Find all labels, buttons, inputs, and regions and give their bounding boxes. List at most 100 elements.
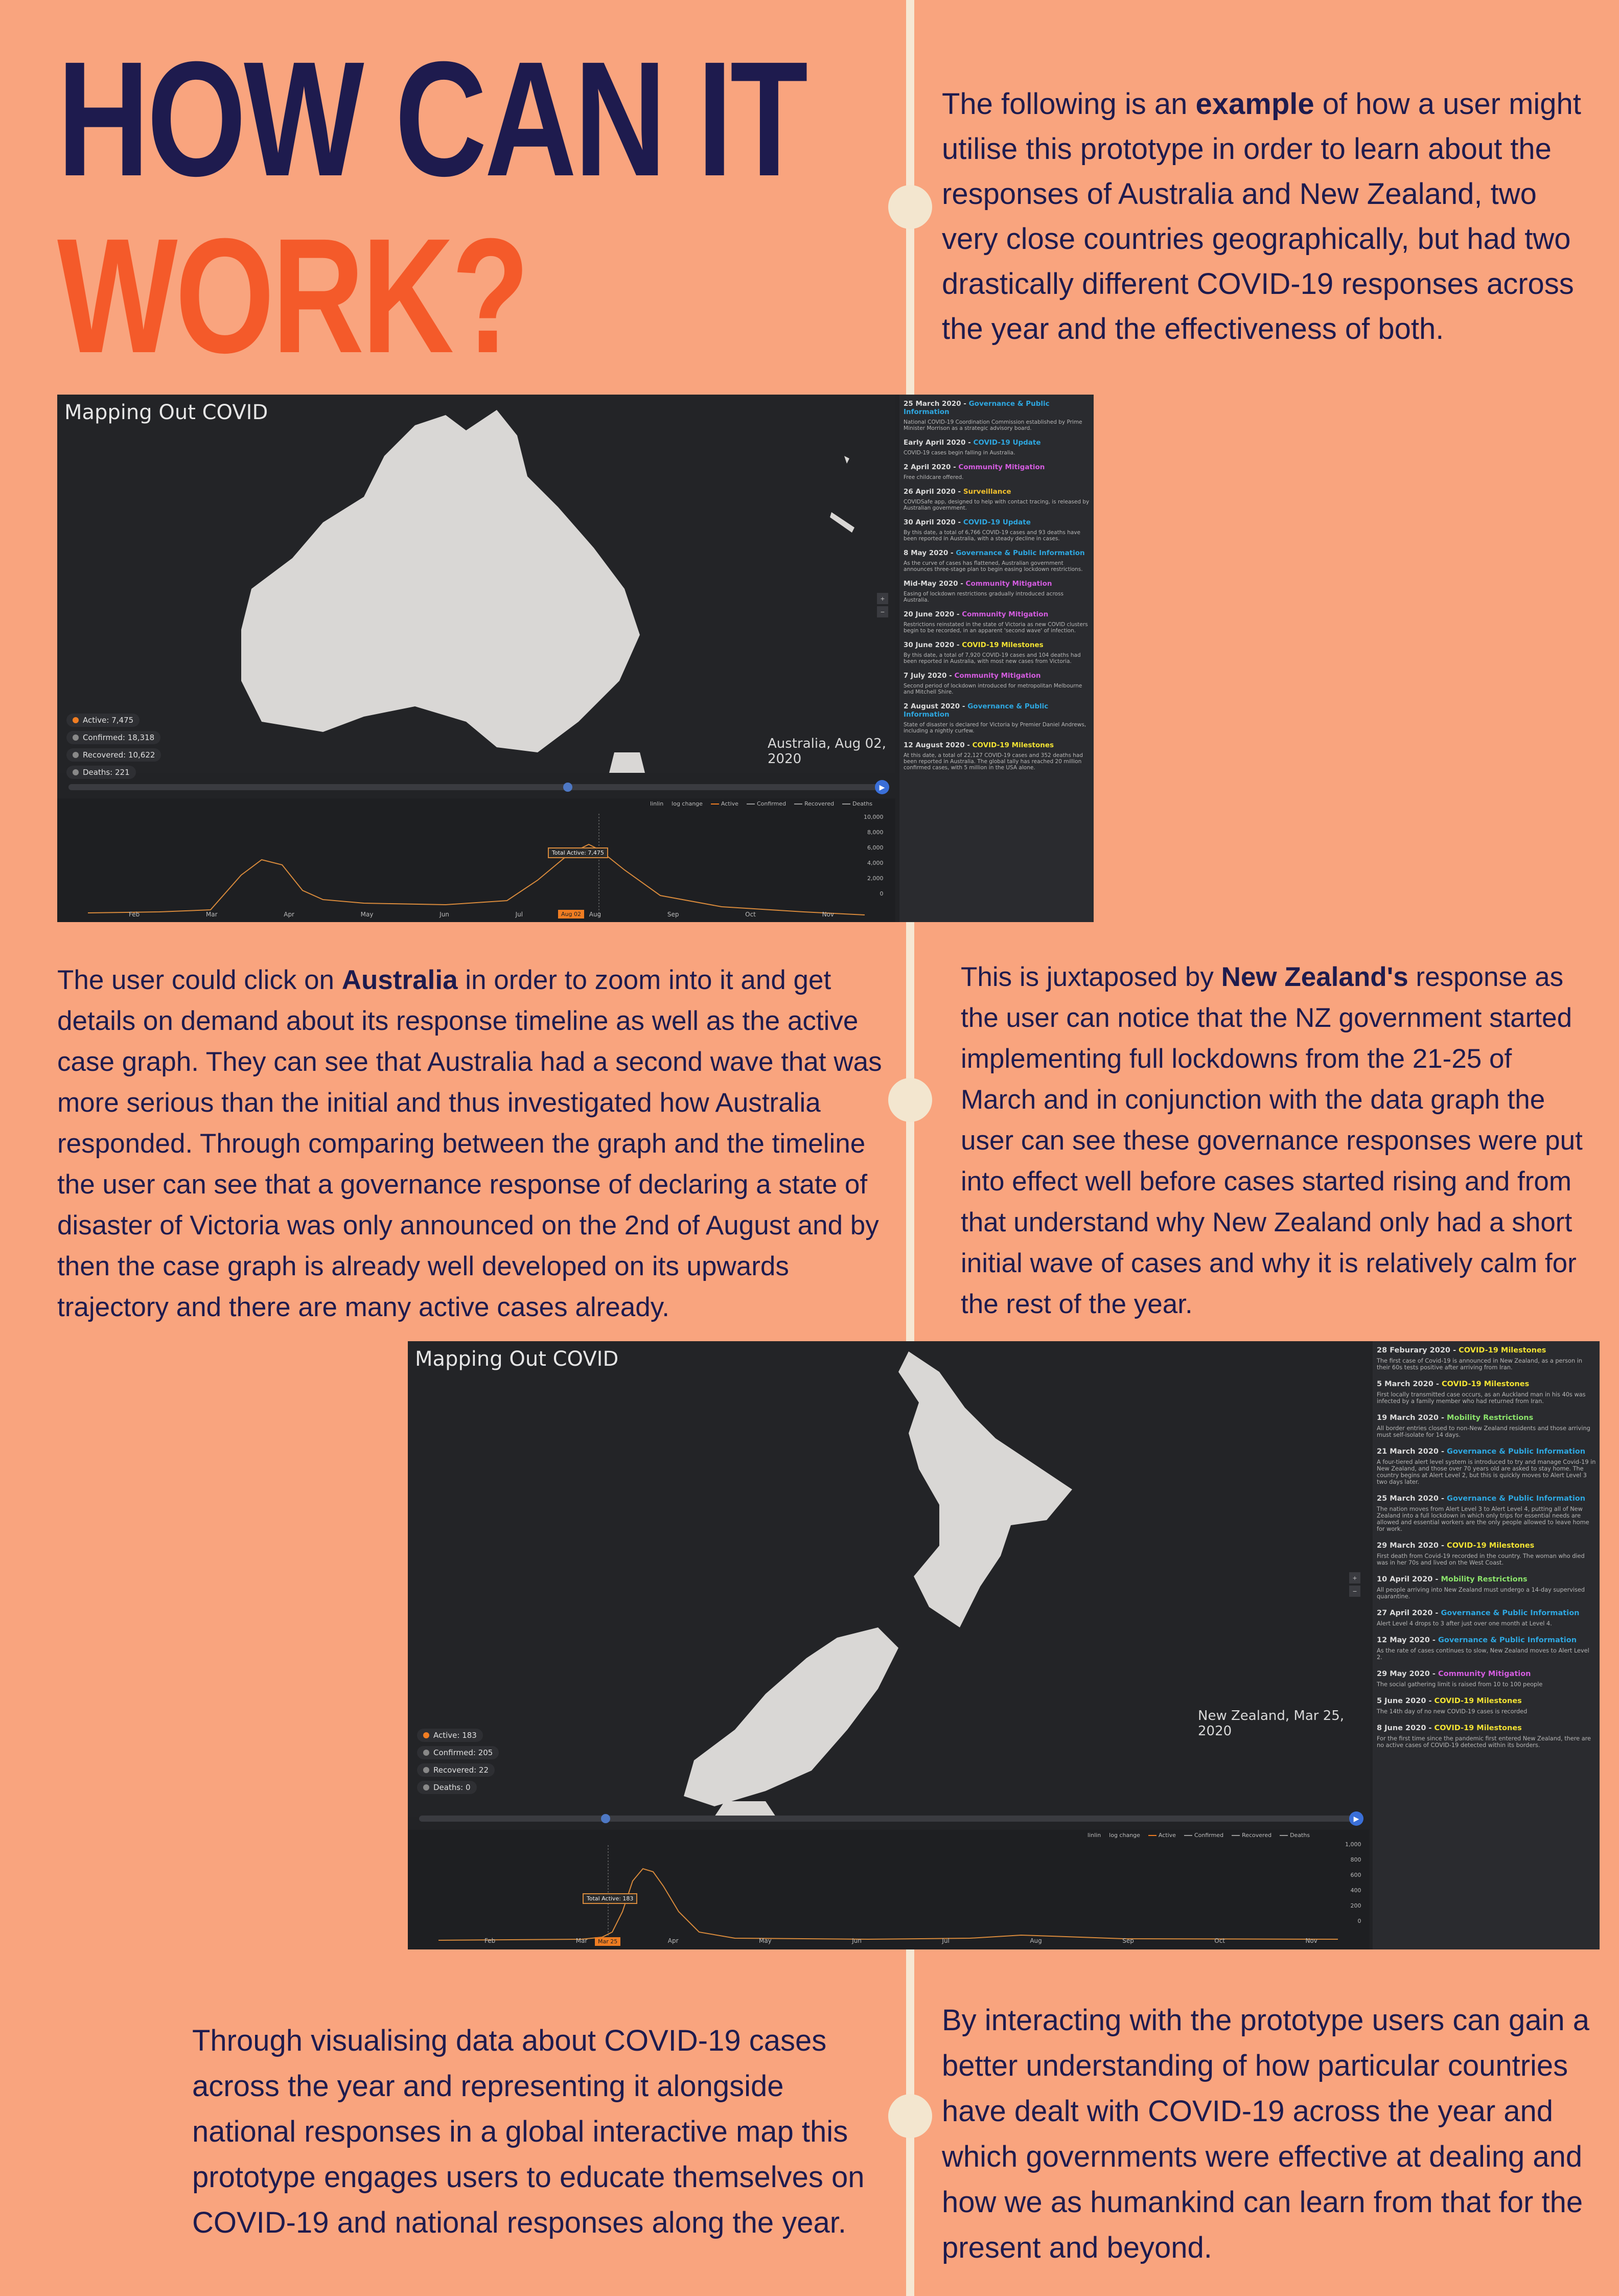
timeline-date: 28 Feburary 2020 [1377,1346,1451,1354]
timeline-entry[interactable]: 12 May 2020 - Governance & Public Inform… [1377,1636,1597,1661]
nz-app-screenshot: Mapping Out COVID New Zealand, Mar 25, 2… [408,1341,1600,1949]
timeline-dot [888,1078,932,1122]
timeline-date: 5 March 2020 [1377,1380,1433,1388]
response-timeline[interactable]: 28 Feburary 2020 - COVID-19 Milestones Th… [1373,1341,1600,1949]
timeline-description: Alert Level 4 drops to 3 after just over… [1377,1620,1552,1627]
timeline-separator: - [964,741,973,749]
timeline-entry[interactable]: 8 June 2020 - COVID-19 Milestones For the… [1377,1724,1597,1749]
timeline-date: Mid-May 2020 [904,580,958,588]
timeline-separator: - [961,400,969,408]
date-slider-track[interactable] [68,784,886,790]
timeline-entry-heading: 30 April 2020 - COVID-19 Update [904,518,1091,526]
recovered-dot-icon [73,752,79,758]
timeline-entry-heading: 30 June 2020 - COVID-19 Milestones [904,641,1091,649]
legend-log[interactable]: log change [1109,1832,1140,1839]
timeline-date: 19 March 2020 [1377,1414,1439,1422]
map-caption: Australia, Aug 02, 2020 [768,736,886,767]
date-slider-handle[interactable] [563,783,572,792]
date-slider-track[interactable] [419,1816,1359,1822]
timeline-separator: - [958,580,966,588]
zoom-out-button[interactable]: − [877,606,888,617]
timeline-entry[interactable]: 5 March 2020 - COVID-19 Milestones First … [1377,1380,1597,1405]
map-view[interactable]: Mapping Out COVID New Zealand, Mar 25, 2… [408,1341,1370,1817]
stat-deaths: Deaths: 221 [66,766,136,779]
timeline-entry[interactable]: 29 March 2020 - COVID-19 Milestones First… [1377,1542,1597,1566]
timeline-description: Restrictions reinstated in the state of … [904,622,1088,634]
zoom-in-button[interactable]: + [877,593,888,604]
timeline-entry[interactable]: 28 Feburary 2020 - COVID-19 Milestones Th… [1377,1346,1597,1371]
timeline-tag: Community Mitigation [962,610,1049,618]
timeline-entry[interactable]: 27 April 2020 - Governance & Public Info… [1377,1609,1597,1627]
timeline-date: 12 August 2020 [904,741,965,749]
timeline-tag: Governance & Public Information [904,702,1049,719]
deaths-dot-icon [423,1784,429,1790]
timeline-separator: - [946,672,955,680]
map-caption: New Zealand, Mar 25, 2020 [1198,1708,1345,1739]
legend-log[interactable]: log change [672,800,703,807]
timeline-entry[interactable]: 20 June 2020 - Community Mitigation Restr… [904,610,1091,634]
timeline-entry[interactable]: 29 May 2020 - Community Mitigation The so… [1377,1670,1597,1688]
conclusion-right-paragraph: By interacting with the prototype users … [942,2004,1590,2264]
timeline-description: For the first time since the pandemic fi… [1377,1735,1591,1749]
timeline-separator: - [951,463,959,471]
response-timeline[interactable]: 25 March 2020 - Governance & Public Info… [899,395,1094,922]
legend-deaths: Deaths [1280,1832,1310,1839]
timeline-tag: COVID-19 Milestones [1441,1380,1530,1388]
zoom-out-button[interactable]: − [1349,1586,1360,1597]
zoom-in-button[interactable]: + [1349,1572,1360,1583]
timeline-entry-heading: 29 May 2020 - Community Mitigation [1377,1670,1597,1678]
timeline-description: COVIDSafe app, designed to help with con… [904,499,1090,511]
timeline-tag: Community Mitigation [958,463,1045,471]
timeline-entry[interactable]: Early April 2020 - COVID-19 Update COVID-… [904,439,1091,456]
timeline-separator: - [954,610,962,618]
timeline-separator: - [1429,1670,1438,1678]
timeline-dot [888,2094,932,2138]
timeline-entry[interactable]: 10 April 2020 - Mobility Restrictions All… [1377,1575,1597,1600]
timeline-tag: Governance & Public Information [1447,1448,1586,1456]
active-case-graph[interactable]: linlin log change Active Confirmed Recov… [408,1830,1370,1949]
timeline-tag: COVID-19 Milestones [962,641,1044,649]
timeline-tag: Governance & Public Information [904,400,1050,416]
timeline-entry[interactable]: 30 June 2020 - COVID-19 Milestones By thi… [904,641,1091,664]
legend-scale[interactable]: linlin [1088,1832,1101,1839]
date-slider-handle[interactable] [601,1814,610,1823]
timeline-entry[interactable]: 25 March 2020 - Governance & Public Info… [904,400,1091,431]
play-button[interactable]: ▶ [1349,1811,1363,1826]
timeline-entry[interactable]: 7 July 2020 - Community Mitigation Second… [904,672,1091,695]
active-case-graph[interactable]: linlin log change Active Confirmed Recov… [57,798,895,922]
australia-map[interactable] [57,395,895,773]
timeline-separator: - [1450,1346,1459,1354]
timeline-separator: - [955,488,963,496]
legend-deaths: Deaths [842,800,872,807]
timeline-entry[interactable]: 2 August 2020 - Governance & Public Info… [904,702,1091,734]
deaths-dot-icon [73,769,79,775]
timeline-entry[interactable]: 5 June 2020 - COVID-19 Milestones The 14t… [1377,1697,1597,1715]
page-title-line1: HOW CAN IT [57,27,808,210]
timeline-entry-heading: Mid-May 2020 - Community Mitigation [904,580,1091,588]
timeline-entry[interactable]: 2 April 2020 - Community Mitigation Free … [904,463,1091,480]
timeline-entry[interactable]: Mid-May 2020 - Community Mitigation Easin… [904,580,1091,603]
timeline-tag: Community Mitigation [965,580,1052,588]
timeline-entry[interactable]: 26 April 2020 - Surveillance COVIDSafe ap… [904,488,1091,511]
play-button[interactable]: ▶ [875,780,889,794]
new-zealand-map[interactable] [408,1341,1370,1817]
timeline-entry[interactable]: 12 August 2020 - COVID-19 Milestones At t… [904,741,1091,771]
timeline-entry[interactable]: 30 April 2020 - COVID-19 Update By this d… [904,518,1091,542]
active-dot-icon [73,717,79,723]
stat-active: Active: 183 [417,1729,483,1742]
timeline-entry[interactable]: 19 March 2020 - Mobility Restrictions All… [1377,1414,1597,1438]
stat-confirmed: Confirmed: 205 [417,1746,499,1759]
legend-scale[interactable]: linlin [650,800,664,807]
timeline-entry[interactable]: 8 May 2020 - Governance & Public Informa… [904,549,1091,572]
map-view[interactable]: Mapping Out COVID Australia, Aug 02, 202… [57,395,895,779]
timeline-entry-heading: 28 Feburary 2020 - COVID-19 Milestones [1377,1346,1597,1354]
timeline-entry[interactable]: 25 March 2020 - Governance & Public Info… [1377,1495,1597,1532]
timeline-date: 10 April 2020 [1377,1575,1433,1583]
timeline-description: Free childcare offered. [904,474,964,480]
timeline-description: By this date, a total of 7,920 COVID-19 … [904,652,1081,664]
stat-active: Active: 7,475 [66,714,140,727]
timeline-dot [888,185,932,229]
timeline-separator: - [960,702,968,710]
timeline-entry-heading: 12 May 2020 - Governance & Public Inform… [1377,1636,1597,1644]
timeline-entry[interactable]: 21 March 2020 - Governance & Public Info… [1377,1448,1597,1485]
